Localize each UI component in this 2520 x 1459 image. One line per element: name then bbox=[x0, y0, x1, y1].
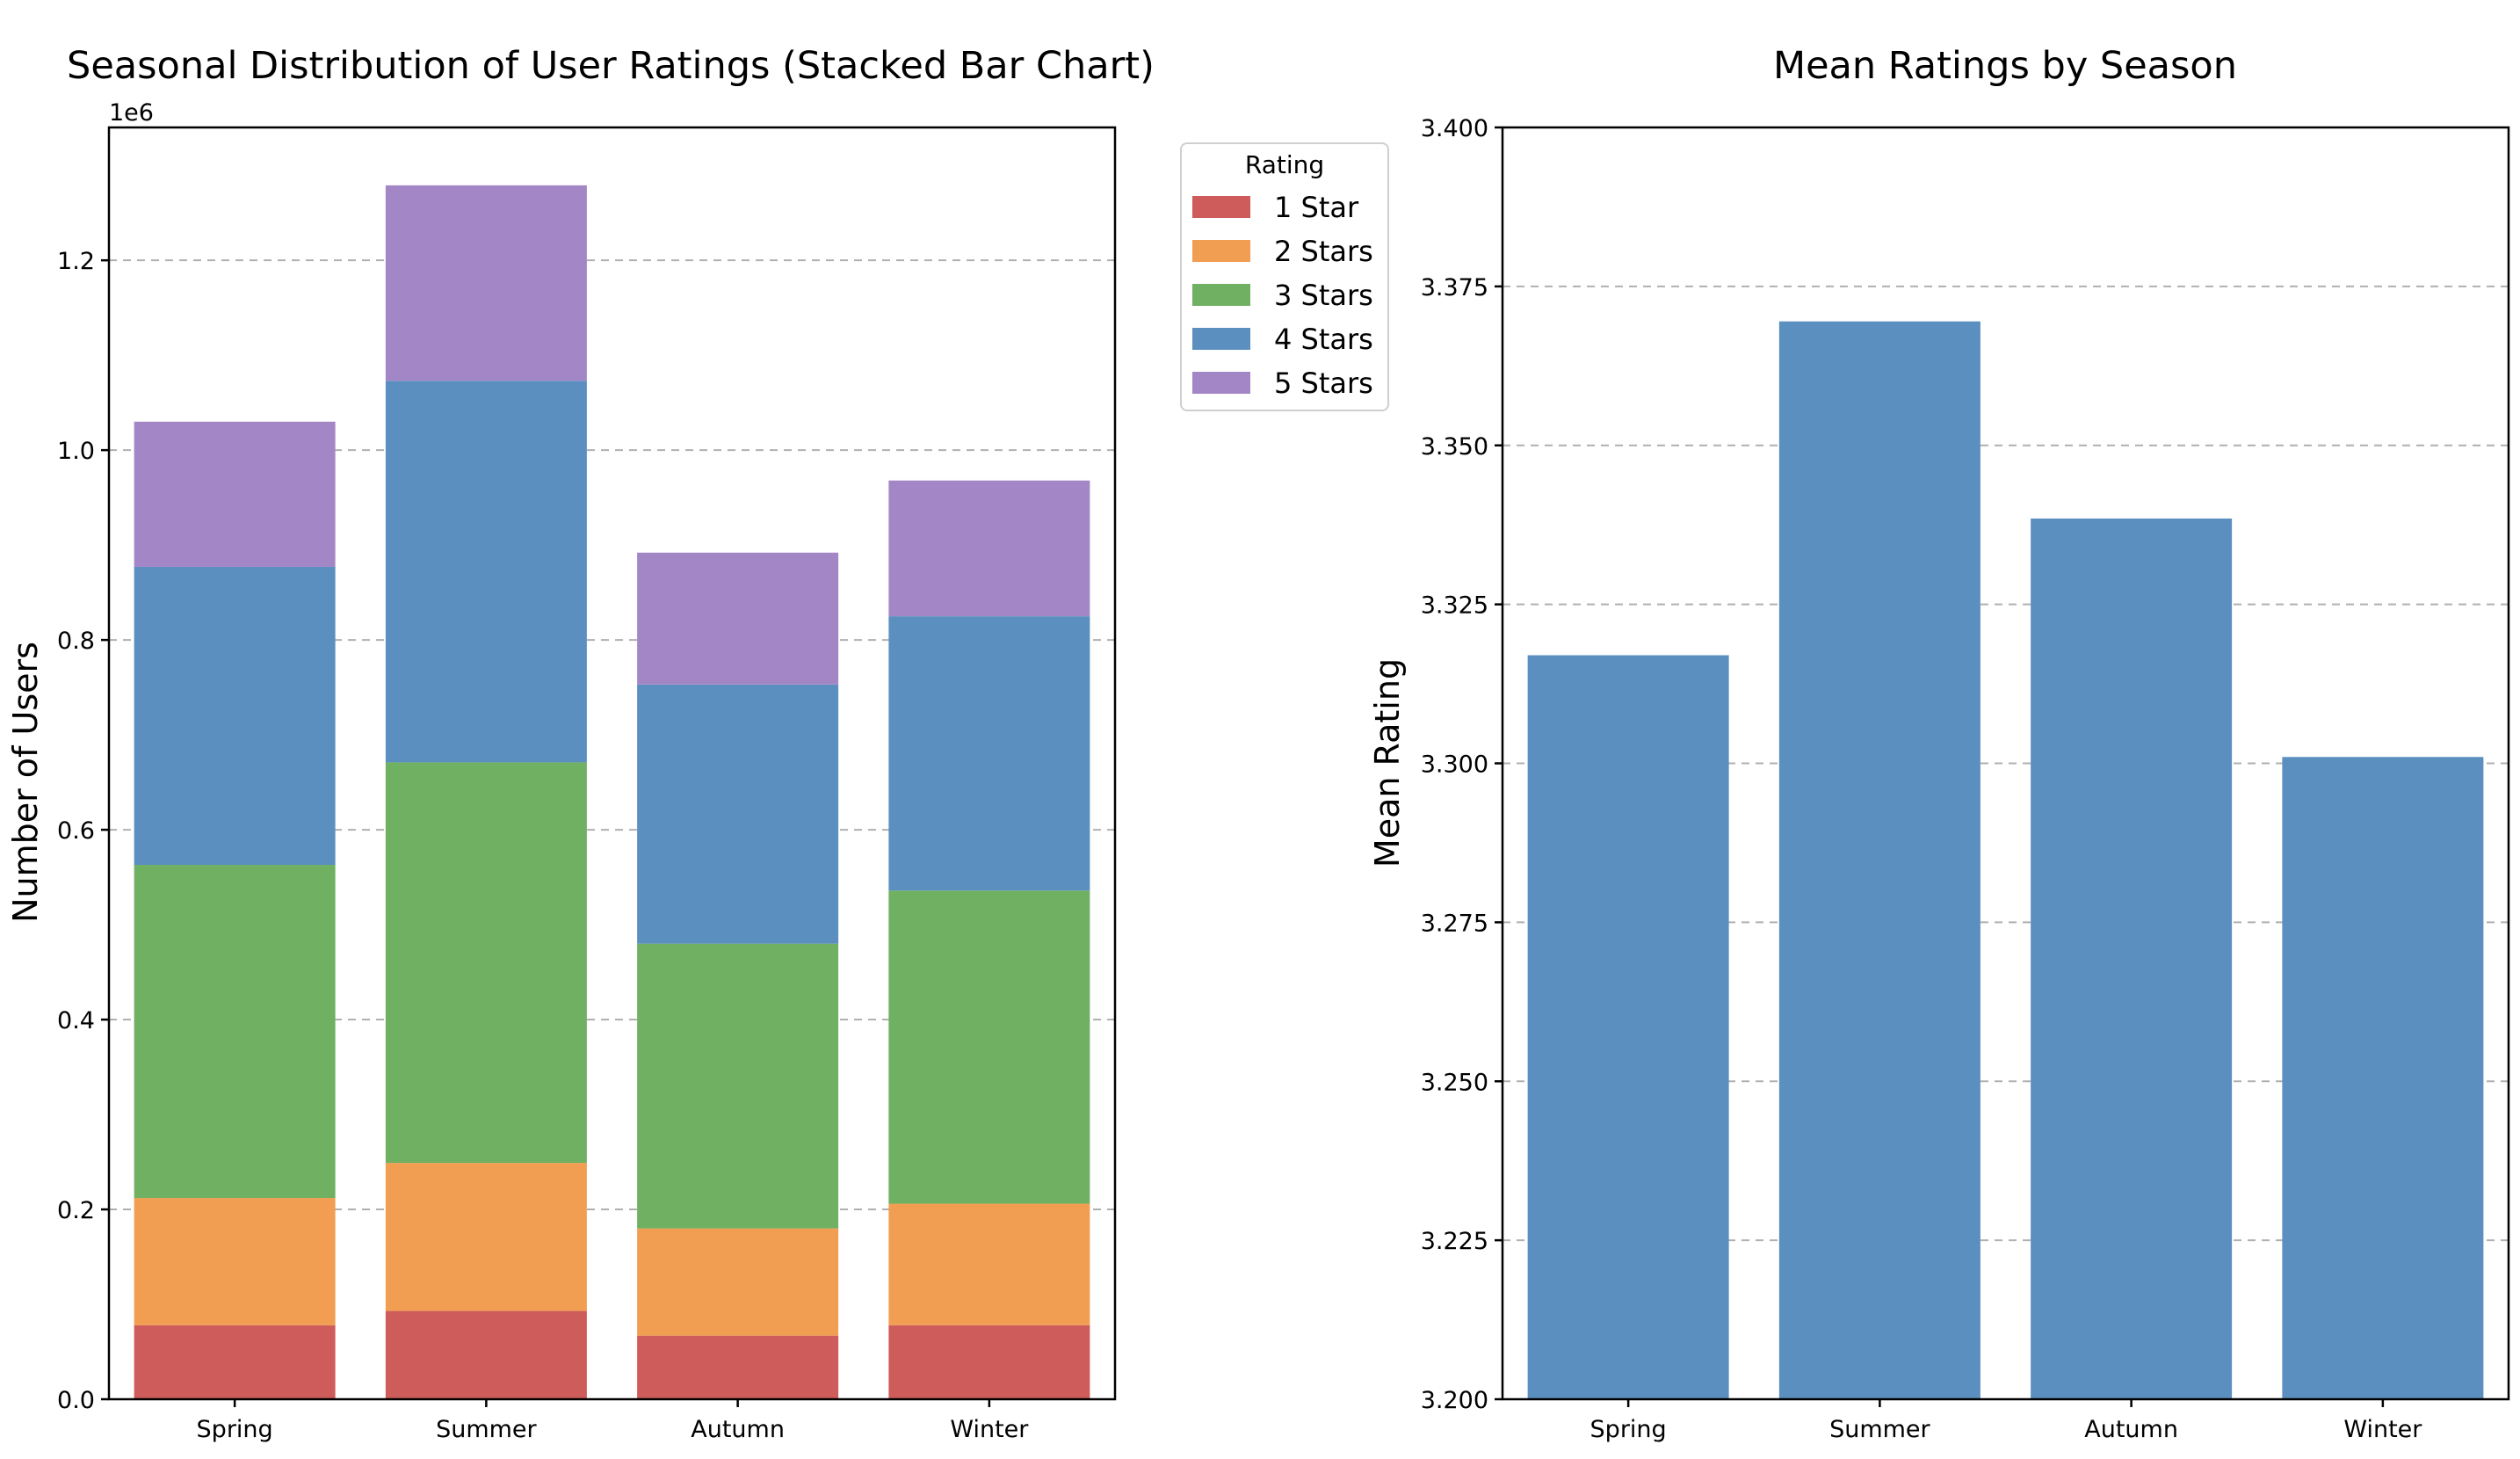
y-axis-label: Number of Users bbox=[6, 642, 45, 923]
chart-title: Seasonal Distribution of User Ratings (S… bbox=[67, 44, 1155, 88]
x-tick-label: Summer bbox=[436, 1416, 537, 1443]
bar-segment bbox=[385, 381, 587, 763]
bar bbox=[2031, 518, 2233, 1399]
bar-segment bbox=[637, 552, 839, 685]
y-tick-label: 0.8 bbox=[57, 628, 95, 655]
mean-rating-bar-chart: Mean Ratings by Season Mean Rating 3.200… bbox=[1368, 44, 2510, 1443]
bar-segment bbox=[385, 762, 587, 1164]
bar-segment bbox=[888, 1203, 1090, 1325]
bars bbox=[1527, 321, 2484, 1400]
x-tick-label: Spring bbox=[197, 1416, 273, 1443]
y-tick-label: 1.2 bbox=[57, 248, 95, 275]
bar-segment bbox=[385, 1163, 587, 1311]
y-tick-label: 3.300 bbox=[1421, 751, 1488, 779]
x-tick-label: Autumn bbox=[691, 1416, 785, 1443]
bar-segment bbox=[134, 1198, 336, 1325]
plot-frame bbox=[107, 126, 1117, 1401]
y-axis-label: Mean Rating bbox=[1368, 658, 1407, 867]
bar-segment bbox=[637, 684, 839, 944]
legend-title: Rating bbox=[1245, 150, 1324, 179]
legend-items: 1 Star 2 Stars 3 Stars 4 Stars 5 Stars bbox=[1192, 191, 1373, 400]
y-axis-offset-text: 1e6 bbox=[109, 99, 154, 127]
axes: 3.200 3.225 3.250 3.275 3.300 3.325 3.350 3.375… bbox=[1421, 115, 2423, 1443]
legend-label: 5 Stars bbox=[1274, 367, 1373, 400]
bar-segment bbox=[134, 1325, 336, 1399]
legend-swatch bbox=[1192, 284, 1250, 306]
bar-segment bbox=[888, 616, 1090, 891]
x-tick-label: Autumn bbox=[2084, 1416, 2178, 1443]
plot-frame bbox=[1501, 126, 2510, 1401]
x-tick-label: Summer bbox=[1829, 1416, 1930, 1443]
legend-swatch bbox=[1192, 240, 1250, 262]
y-tick-label: 3.350 bbox=[1421, 433, 1488, 461]
bar-segment bbox=[385, 185, 587, 381]
y-tick-label: 1.0 bbox=[57, 438, 95, 465]
y-tick-label: 0.0 bbox=[57, 1387, 95, 1414]
y-tick-label: 0.4 bbox=[57, 1007, 95, 1034]
bar-segment bbox=[134, 566, 336, 866]
bar-segment bbox=[637, 1335, 839, 1399]
legend-swatch bbox=[1192, 328, 1250, 350]
bar bbox=[1778, 321, 1981, 1400]
bar-segment bbox=[888, 480, 1090, 617]
x-tick-label: Spring bbox=[1590, 1416, 1667, 1443]
x-tick-label: Winter bbox=[2343, 1416, 2422, 1443]
legend-label: 2 Stars bbox=[1274, 235, 1373, 268]
y-tick-label: 3.275 bbox=[1421, 910, 1488, 937]
y-tick-label: 3.250 bbox=[1421, 1069, 1488, 1096]
legend-label: 1 Star bbox=[1274, 191, 1359, 224]
y-tick-label: 3.325 bbox=[1421, 592, 1488, 620]
legend-label: 4 Stars bbox=[1274, 323, 1373, 356]
bar bbox=[2282, 757, 2484, 1399]
legend-label: 3 Stars bbox=[1274, 279, 1373, 312]
legend-swatch bbox=[1192, 372, 1250, 394]
bar-segment bbox=[888, 890, 1090, 1204]
bar-segment bbox=[637, 1228, 839, 1336]
bar-segment bbox=[637, 943, 839, 1229]
y-tick-label: 0.6 bbox=[57, 817, 95, 845]
x-tick-label: Winter bbox=[950, 1416, 1029, 1443]
bar-segment bbox=[888, 1325, 1090, 1399]
chart-title: Mean Ratings by Season bbox=[1773, 44, 2237, 88]
bar bbox=[1527, 655, 1729, 1399]
stacked-bar-chart: Seasonal Distribution of User Ratings (S… bbox=[6, 44, 1155, 1443]
bar-segment bbox=[134, 865, 336, 1199]
bar-segment bbox=[134, 421, 336, 567]
y-tick-label: 3.400 bbox=[1421, 115, 1488, 142]
legend: Rating 1 Star 2 Stars 3 Stars 4 Stars 5 Star… bbox=[1180, 142, 1389, 411]
y-tick-label: 0.2 bbox=[57, 1197, 95, 1224]
y-tick-label: 3.225 bbox=[1421, 1228, 1488, 1255]
y-tick-label: 3.375 bbox=[1421, 274, 1488, 301]
y-tick-label: 3.200 bbox=[1421, 1387, 1488, 1414]
legend-swatch bbox=[1192, 196, 1250, 218]
bars bbox=[134, 185, 1090, 1399]
bar-segment bbox=[385, 1310, 587, 1399]
axes: 0.0 0.2 0.4 0.6 0.8 1.0 1.2 Spring Summer Autumn W… bbox=[57, 248, 1029, 1443]
